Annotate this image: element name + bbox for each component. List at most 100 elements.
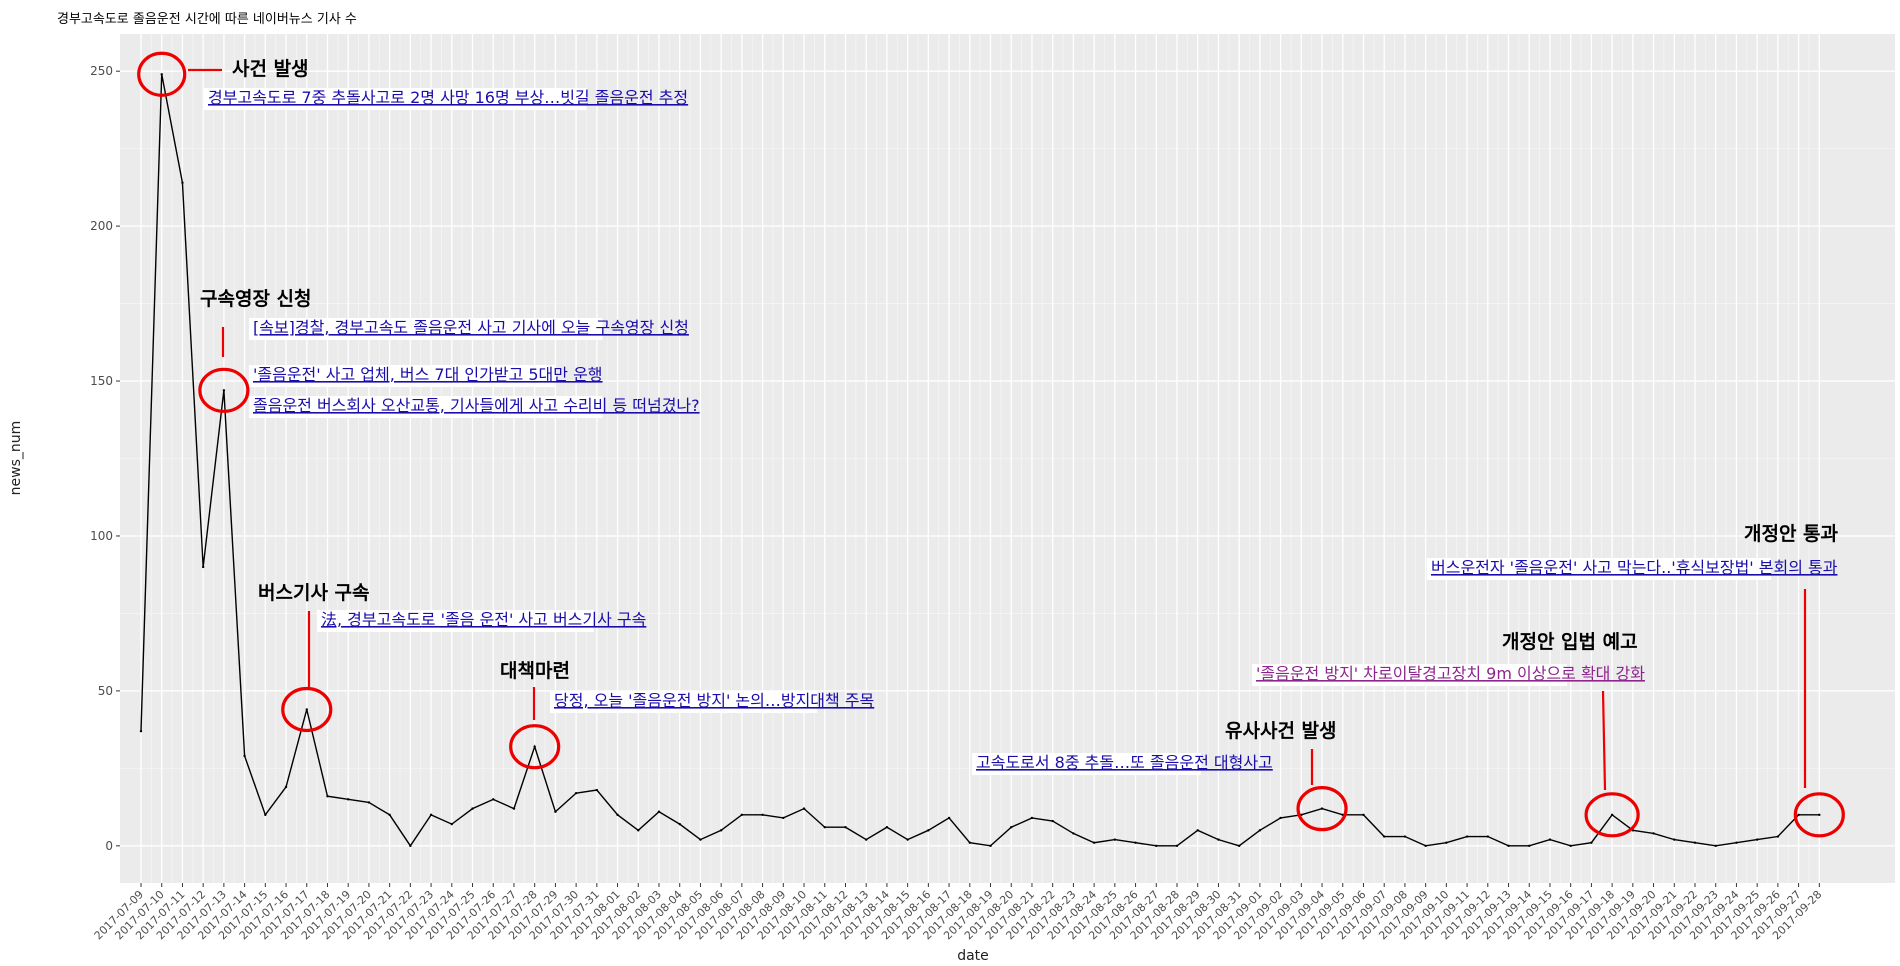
annotation-title: 개정안 입법 예고 <box>1502 631 1638 653</box>
news-headline-link[interactable]: 졸음운전 버스회사 오산교통, 기사들에게 사고 수리비 등 떠넘겼나? <box>253 396 700 415</box>
news-link-background <box>550 691 818 713</box>
data-point-2017-08-20 <box>1010 826 1013 829</box>
data-point-2017-09-27 <box>1797 813 1800 817</box>
data-point-2017-07-25 <box>471 807 474 810</box>
data-point-2017-08-08 <box>761 813 764 817</box>
data-point-2017-07-16 <box>284 785 288 789</box>
annotation-title: 사건 발생 <box>232 58 309 80</box>
news-link-background <box>204 88 587 110</box>
y-tick-label: 100 <box>90 529 113 543</box>
data-point-2017-09-25 <box>1755 838 1759 841</box>
data-point-2017-09-10 <box>1445 841 1448 844</box>
data-point-2017-08-21 <box>1030 816 1034 820</box>
data-point-2017-07-14 <box>243 754 246 758</box>
annotation-arrest: 버스기사 구속 法, 경부고속도로 '졸음 운전' 사고 버스기사 구속 <box>258 582 646 733</box>
data-point-2017-09-22 <box>1693 841 1697 844</box>
news-headline-link[interactable]: 당정, 오늘 '졸음운전 방지' 논의…방지대책 주목 <box>554 691 874 710</box>
data-point-2017-09-12 <box>1486 835 1490 838</box>
highlight-circle <box>281 686 333 733</box>
data-point-2017-08-02 <box>637 829 640 832</box>
data-point-2017-07-23 <box>429 813 433 817</box>
data-point-2017-09-02 <box>1279 816 1282 820</box>
data-point-2017-08-23 <box>1072 832 1075 835</box>
data-point-2017-09-11 <box>1465 835 1469 838</box>
data-point-2017-08-13 <box>865 838 868 841</box>
annotation-title: 대책마련 <box>500 660 570 682</box>
y-axis-ticks: 0 50 100 150 200 250 <box>90 64 120 853</box>
highlight-circle <box>509 724 561 770</box>
y-tick-label: 150 <box>90 374 113 388</box>
data-point-2017-09-09 <box>1424 844 1427 848</box>
data-point-2017-07-21 <box>388 813 391 817</box>
news-link-background <box>249 365 555 387</box>
data-point-2017-09-06 <box>1362 813 1365 817</box>
data-point-2017-09-18 <box>1610 813 1614 817</box>
highlight-circle <box>1584 792 1640 838</box>
news-link-background <box>249 318 603 340</box>
data-point-2017-08-04 <box>678 822 681 826</box>
news-headline-link[interactable]: '졸음운전' 사고 업체, 버스 7대 인가받고 5대만 운행 <box>253 365 603 384</box>
y-tick-label: 50 <box>98 684 113 698</box>
news-headline-link[interactable]: 경부고속도로 7중 추돌사고로 2명 사망 16명 부상…빗길 졸음운전 추정 <box>208 88 688 107</box>
news-headline-link[interactable]: 버스운전자 '졸음운전' 사고 막는다..'휴식보장법' 본회의 통과 <box>1431 558 1838 577</box>
data-point-2017-07-22 <box>409 844 412 848</box>
data-point-2017-08-01 <box>616 813 619 817</box>
y-tick-label: 200 <box>90 219 113 233</box>
major-gridlines <box>120 34 1895 883</box>
data-point-2017-07-20 <box>367 801 371 804</box>
data-point-2017-07-29 <box>554 810 557 813</box>
news-headline-link[interactable]: '졸음운전 방지' 차로이탈경고장치 9m 이상으로 확대 강화 <box>1256 664 1645 683</box>
data-point-2017-09-14 <box>1528 844 1531 848</box>
data-point-2017-08-11 <box>823 826 826 829</box>
data-point-2017-09-26 <box>1776 835 1780 838</box>
news-link-background <box>249 396 603 418</box>
x-axis-title: date <box>957 948 989 964</box>
data-points <box>139 73 1821 848</box>
data-point-2017-07-18 <box>326 795 329 798</box>
highlight-circle <box>198 367 250 413</box>
news-headline-link[interactable]: 고속도로서 8중 추돌…또 졸음운전 대형사고 <box>976 753 1273 772</box>
data-point-2017-08-17 <box>947 816 951 820</box>
annotation-title: 버스기사 구속 <box>258 582 370 604</box>
data-point-2017-09-16 <box>1569 844 1572 848</box>
data-point-2017-08-03 <box>657 810 661 813</box>
data-point-2017-08-31 <box>1237 844 1241 848</box>
highlight-circle <box>1296 786 1348 832</box>
data-point-2017-08-05 <box>699 838 702 841</box>
news-headline-link[interactable]: 法, 경부고속도로 '졸음 운전' 사고 버스기사 구속 <box>321 610 646 629</box>
data-point-2017-08-07 <box>740 813 744 817</box>
data-point-2017-08-24 <box>1092 841 1096 844</box>
data-point-2017-09-01 <box>1258 829 1262 832</box>
data-point-2017-09-21 <box>1673 838 1676 841</box>
data-point-2017-07-24 <box>450 822 453 826</box>
data-point-2017-07-30 <box>574 791 578 795</box>
annotation-title: 유사사건 발생 <box>1225 720 1337 742</box>
data-point-2017-09-24 <box>1735 841 1738 844</box>
series-line <box>140 74 1820 848</box>
data-point-2017-08-09 <box>782 816 785 820</box>
data-point-2017-08-26 <box>1134 841 1137 844</box>
x-axis-ticks: 2017-07-092017-07-102017-07-112017-07-12… <box>92 883 1824 942</box>
annotation-title: 구속영장 신청 <box>200 288 312 310</box>
data-point-2017-09-17 <box>1590 841 1593 844</box>
data-point-2017-08-27 <box>1155 844 1158 848</box>
news-link-background <box>1427 558 1771 580</box>
data-point-2017-07-15 <box>264 813 267 817</box>
data-point-2017-07-10 <box>160 73 163 76</box>
annotation-title: 개정안 통과 <box>1744 523 1839 545</box>
data-point-2017-07-13 <box>222 389 226 392</box>
data-point-2017-07-27 <box>512 807 516 810</box>
data-point-2017-07-09 <box>139 729 143 733</box>
data-point-2017-08-30 <box>1217 838 1220 841</box>
data-point-2017-08-15 <box>906 838 909 841</box>
news-link-background <box>972 753 1201 775</box>
data-point-2017-07-19 <box>347 798 350 801</box>
news-link-background <box>1252 664 1568 686</box>
data-point-2017-07-17 <box>305 708 308 711</box>
news-headline-link[interactable]: [속보]경찰, 경부고속도 졸음운전 사고 기사에 오늘 구속영장 신청 <box>253 318 689 337</box>
chart-title: 경부고속도로 졸음운전 시간에 따른 네이버뉴스 기사 수 <box>57 12 357 27</box>
